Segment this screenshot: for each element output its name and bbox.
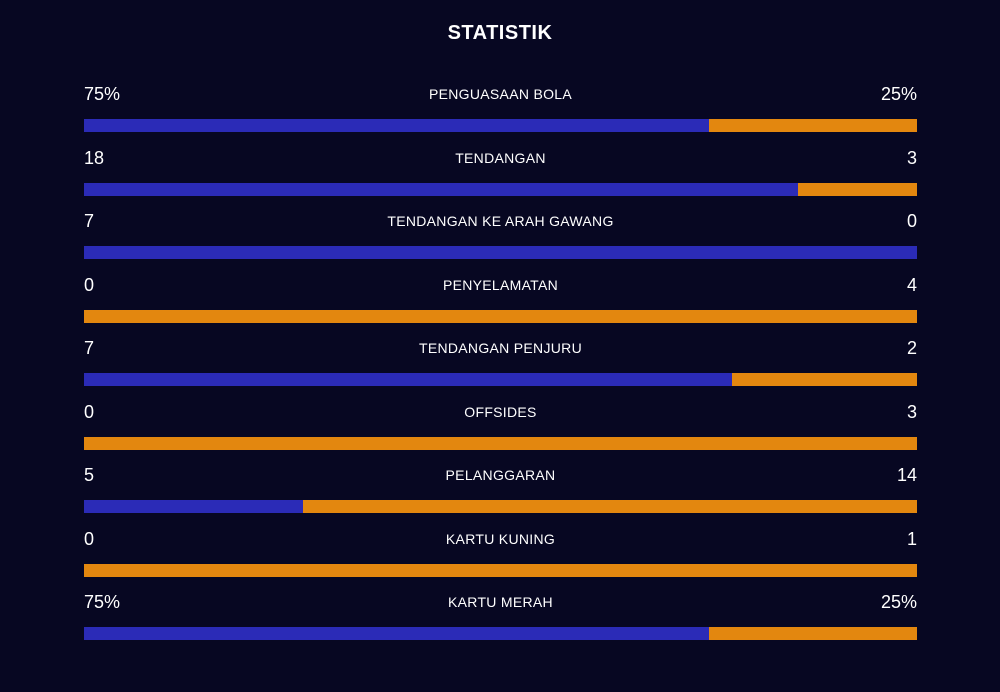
- stat-row-tendangan-penjuru: 7 TENDANGAN PENJURU 2: [84, 334, 917, 398]
- page-title: STATISTIK: [447, 22, 553, 44]
- stat-label: TENDANGAN: [455, 149, 546, 166]
- home-value: 0: [84, 528, 95, 549]
- home-value: 75%: [84, 84, 121, 104]
- stat-row-kartu-kuning: 0 KARTU KUNING 1: [84, 525, 917, 589]
- stat-row-tendangan: 18 TENDANGAN 3: [84, 144, 917, 208]
- away-value: 25%: [880, 84, 917, 104]
- stat-label: TENDANGAN PENJURU: [418, 340, 582, 356]
- away-value: 0: [906, 211, 917, 231]
- home-bar-segment: [84, 500, 304, 513]
- home-value: 75%: [84, 592, 121, 612]
- stat-label: KARTU MERAH: [448, 594, 553, 610]
- stat-row-tendangan-ke-arah-gawang: 7 TENDANGAN KE ARAH GAWANG 0: [84, 207, 917, 271]
- home-bar-segment: [84, 627, 709, 640]
- stat-label: PELANGGARAN: [445, 467, 556, 483]
- away-value: 25%: [880, 592, 917, 612]
- stat-label: PENGUASAAN BOLA: [429, 86, 572, 102]
- comparison-bar: [84, 563, 917, 577]
- stat-label: PENYELAMATAN: [442, 276, 559, 293]
- stat-row-kartu-merah: 75% KARTU MERAH 25%: [84, 588, 917, 652]
- stat-row-pelanggaran: 5 PELANGGARAN 14: [84, 461, 917, 525]
- home-bar-segment: [84, 119, 709, 132]
- away-bar-segment: [797, 182, 917, 196]
- home-value: 7: [84, 338, 95, 358]
- stat-label: TENDANGAN KE ARAH GAWANG: [387, 213, 614, 229]
- comparison-bar: [84, 246, 917, 259]
- away-bar-segment: [84, 563, 917, 577]
- away-bar-segment: [84, 309, 917, 323]
- stat-label: KARTU KUNING: [445, 530, 556, 547]
- away-value: 2: [906, 338, 917, 358]
- away-bar-segment: [84, 436, 917, 450]
- comparison-bar: [84, 500, 917, 513]
- home-value: 0: [84, 274, 95, 295]
- stat-row-penguasaan-bola: 75% PENGUASAAN BOLA 25%: [84, 80, 917, 144]
- home-value: 7: [84, 211, 95, 231]
- home-value: 5: [84, 465, 95, 485]
- comparison-bar: [84, 309, 917, 323]
- away-bar-segment: [732, 373, 917, 386]
- away-value: 3: [906, 401, 917, 422]
- away-bar-segment: [708, 119, 917, 132]
- comparison-bar: [84, 119, 917, 132]
- home-value: 18: [84, 147, 105, 168]
- away-bar-segment: [708, 627, 917, 640]
- home-bar-segment: [84, 373, 733, 386]
- away-bar-segment: [303, 500, 917, 513]
- comparison-bar: [84, 182, 917, 196]
- away-value: 14: [896, 465, 917, 485]
- stat-label: OFFSIDES: [464, 403, 537, 420]
- comparison-bar: [84, 373, 917, 386]
- stat-row-penyelamatan: 0 PENYELAMATAN 4: [84, 271, 917, 335]
- stat-row-offsides: 0 OFFSIDES 3: [84, 398, 917, 462]
- home-bar-segment: [84, 246, 917, 259]
- away-value: 3: [906, 147, 917, 168]
- home-value: 0: [84, 401, 95, 422]
- away-value: 4: [906, 274, 917, 295]
- comparison-bar: [84, 436, 917, 450]
- stats-list: 75% PENGUASAAN BOLA 25% 18 TENDANGAN 3 7…: [84, 80, 917, 652]
- away-value: 1: [906, 528, 917, 549]
- home-bar-segment: [84, 182, 798, 196]
- comparison-bar: [84, 627, 917, 640]
